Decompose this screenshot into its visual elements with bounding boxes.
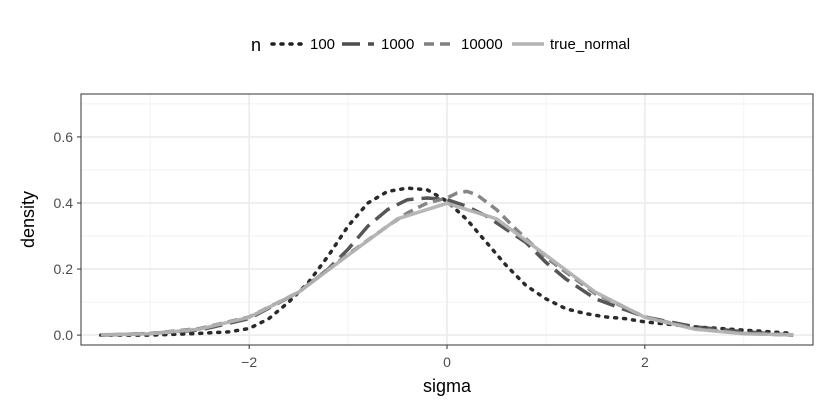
series-line-true-normal (100, 201, 794, 337)
y-tick-label: 0.0 (54, 327, 74, 343)
y-tick-label: 0.6 (54, 129, 74, 145)
legend-label-10000: 10000 (461, 36, 503, 53)
density-lines (99, 186, 795, 337)
legend-label-true-normal: true_normal (550, 36, 630, 53)
legend-label-1000: 1000 (381, 36, 414, 53)
x-tick-label: 2 (641, 354, 649, 370)
legend-label-100: 100 (310, 36, 335, 53)
legend: n 100 1000 10000 true_normal (251, 35, 630, 55)
legend-title: n (251, 35, 261, 55)
series-line-100 (99, 186, 795, 337)
y-tick-label: 0.4 (54, 195, 74, 211)
y-axis-title: density (18, 191, 38, 248)
y-tick-label: 0.2 (54, 261, 74, 277)
x-axis-title: sigma (423, 376, 472, 396)
y-axis: 0.0 0.2 0.4 0.6 (54, 129, 81, 343)
grid (81, 94, 813, 345)
x-axis: −2 0 2 (241, 345, 649, 370)
x-tick-label: −2 (241, 354, 257, 370)
x-tick-label: 0 (443, 354, 451, 370)
